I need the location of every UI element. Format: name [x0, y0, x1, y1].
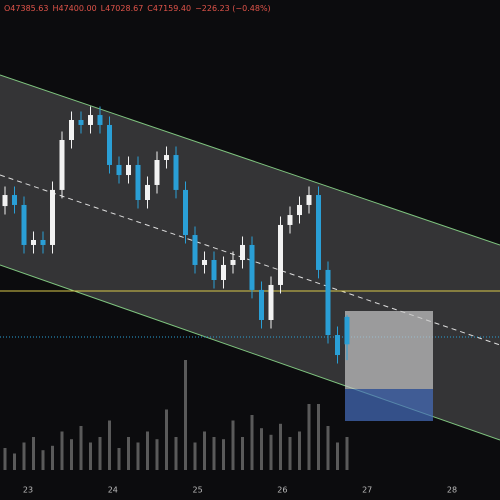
candle-body [211, 260, 217, 280]
volume-bar [345, 437, 349, 470]
volume-bar [13, 453, 16, 470]
volume-bar [193, 442, 197, 470]
candle-body [297, 204, 302, 216]
candle-body [31, 240, 36, 245]
candle-body [230, 260, 236, 265]
candle-body [154, 160, 160, 185]
x-tick-label: 27 [362, 486, 372, 495]
candle-body [344, 316, 350, 345]
candle-body [78, 120, 84, 125]
position-profit[interactable] [345, 311, 433, 389]
ohlc-value: C47159.40 [147, 4, 191, 13]
volume-bar [336, 442, 339, 470]
candle-body [88, 115, 93, 125]
volume-bar [22, 442, 26, 470]
volume-bar [127, 437, 130, 470]
candle-body [173, 155, 179, 190]
candle-body [287, 215, 293, 225]
volume-bar [307, 404, 311, 470]
volume-bar [279, 423, 282, 470]
volume-bar [41, 450, 45, 470]
ohlc-value: L47028.67 [101, 4, 144, 13]
volume-bar [203, 431, 206, 470]
volume [3, 360, 349, 470]
x-tick-label: 24 [108, 486, 118, 495]
candle-body [249, 244, 255, 290]
volume-bar [136, 442, 140, 470]
volume-bar [174, 437, 178, 470]
volume-bar [155, 439, 159, 470]
candle-body [221, 264, 226, 280]
candle-body [164, 155, 169, 160]
volume-bar [241, 437, 244, 470]
volume-bar [108, 420, 111, 470]
x-tick-label: 23 [23, 486, 33, 495]
candle-body [135, 164, 141, 200]
ohlc-value: −226.23 (−0.48%) [195, 4, 271, 13]
volume-bar [98, 437, 102, 470]
volume-bar [212, 437, 216, 470]
candle-body [12, 195, 17, 205]
candle-body [192, 235, 198, 265]
volume-bar [317, 404, 320, 470]
volume-bar [222, 439, 225, 470]
position-loss[interactable] [345, 389, 433, 421]
candle-body [240, 244, 245, 260]
volume-bar [288, 437, 292, 470]
volume-bar [298, 431, 301, 470]
candle-body [268, 284, 274, 320]
x-axis: 23 24 25 26 27 28 [23, 486, 457, 495]
candle-body [316, 195, 321, 270]
volume-bar [60, 431, 64, 470]
x-tick-label: 26 [277, 486, 287, 495]
candle-body [278, 224, 283, 285]
volume-bar [70, 439, 73, 470]
volume-bar [117, 448, 121, 470]
candle-body [107, 124, 112, 165]
volume-bar [260, 428, 263, 470]
candle-body [97, 115, 103, 125]
volume-bar [51, 445, 54, 470]
volume-bar [250, 415, 254, 470]
candle-body [126, 164, 131, 176]
volume-bar [326, 426, 330, 470]
candles [2, 106, 350, 364]
candle-body [325, 269, 331, 336]
candle-body [335, 335, 340, 356]
volume-bar [3, 448, 7, 470]
candle-body [116, 164, 122, 176]
candle-body [50, 189, 55, 245]
x-tick-label: 25 [193, 486, 203, 495]
candle-body [145, 184, 150, 200]
channel-top [0, 74, 500, 246]
volume-bar [269, 434, 273, 470]
volume-bar [146, 431, 149, 470]
volume-bar [184, 360, 187, 470]
ohlc-value: H47400.00 [52, 4, 96, 13]
candle-body [40, 240, 46, 245]
candle-body [69, 120, 74, 140]
x-tick-label: 28 [447, 486, 457, 495]
ohlc-header: O47385.63 H47400.00 L47028.67 C47159.40 −226… [4, 4, 271, 13]
candle-body [21, 204, 27, 245]
ohlc-value: O47385.63 [4, 4, 48, 13]
candle-body [259, 289, 264, 320]
volume-bar [231, 420, 235, 470]
volume-bar [79, 426, 83, 470]
candle-body [202, 260, 207, 265]
candle-body [2, 195, 8, 207]
volume-bar [32, 437, 35, 470]
volume-bar [89, 442, 92, 470]
candle-body [306, 195, 312, 205]
candle-body [183, 189, 188, 236]
candle-body [59, 140, 65, 190]
volume-bar [165, 409, 168, 470]
